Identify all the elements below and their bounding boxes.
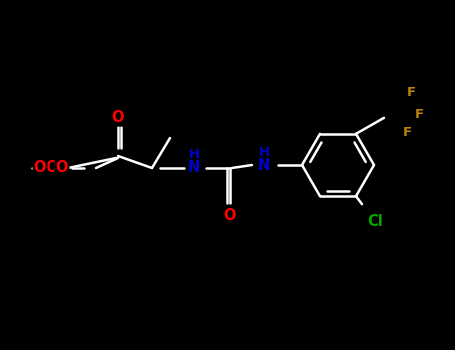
Text: F: F (402, 126, 412, 139)
Text: N: N (258, 158, 270, 173)
Text: O: O (56, 161, 68, 175)
Text: H: H (188, 148, 200, 161)
Text: N: N (188, 161, 200, 175)
Text: H: H (258, 146, 269, 159)
Text: Cl: Cl (367, 214, 383, 229)
Text: F: F (415, 108, 424, 121)
Text: O: O (34, 161, 46, 175)
Text: O: O (224, 209, 236, 224)
Text: O: O (46, 161, 58, 175)
Text: O: O (112, 111, 124, 126)
Text: F: F (406, 86, 415, 99)
